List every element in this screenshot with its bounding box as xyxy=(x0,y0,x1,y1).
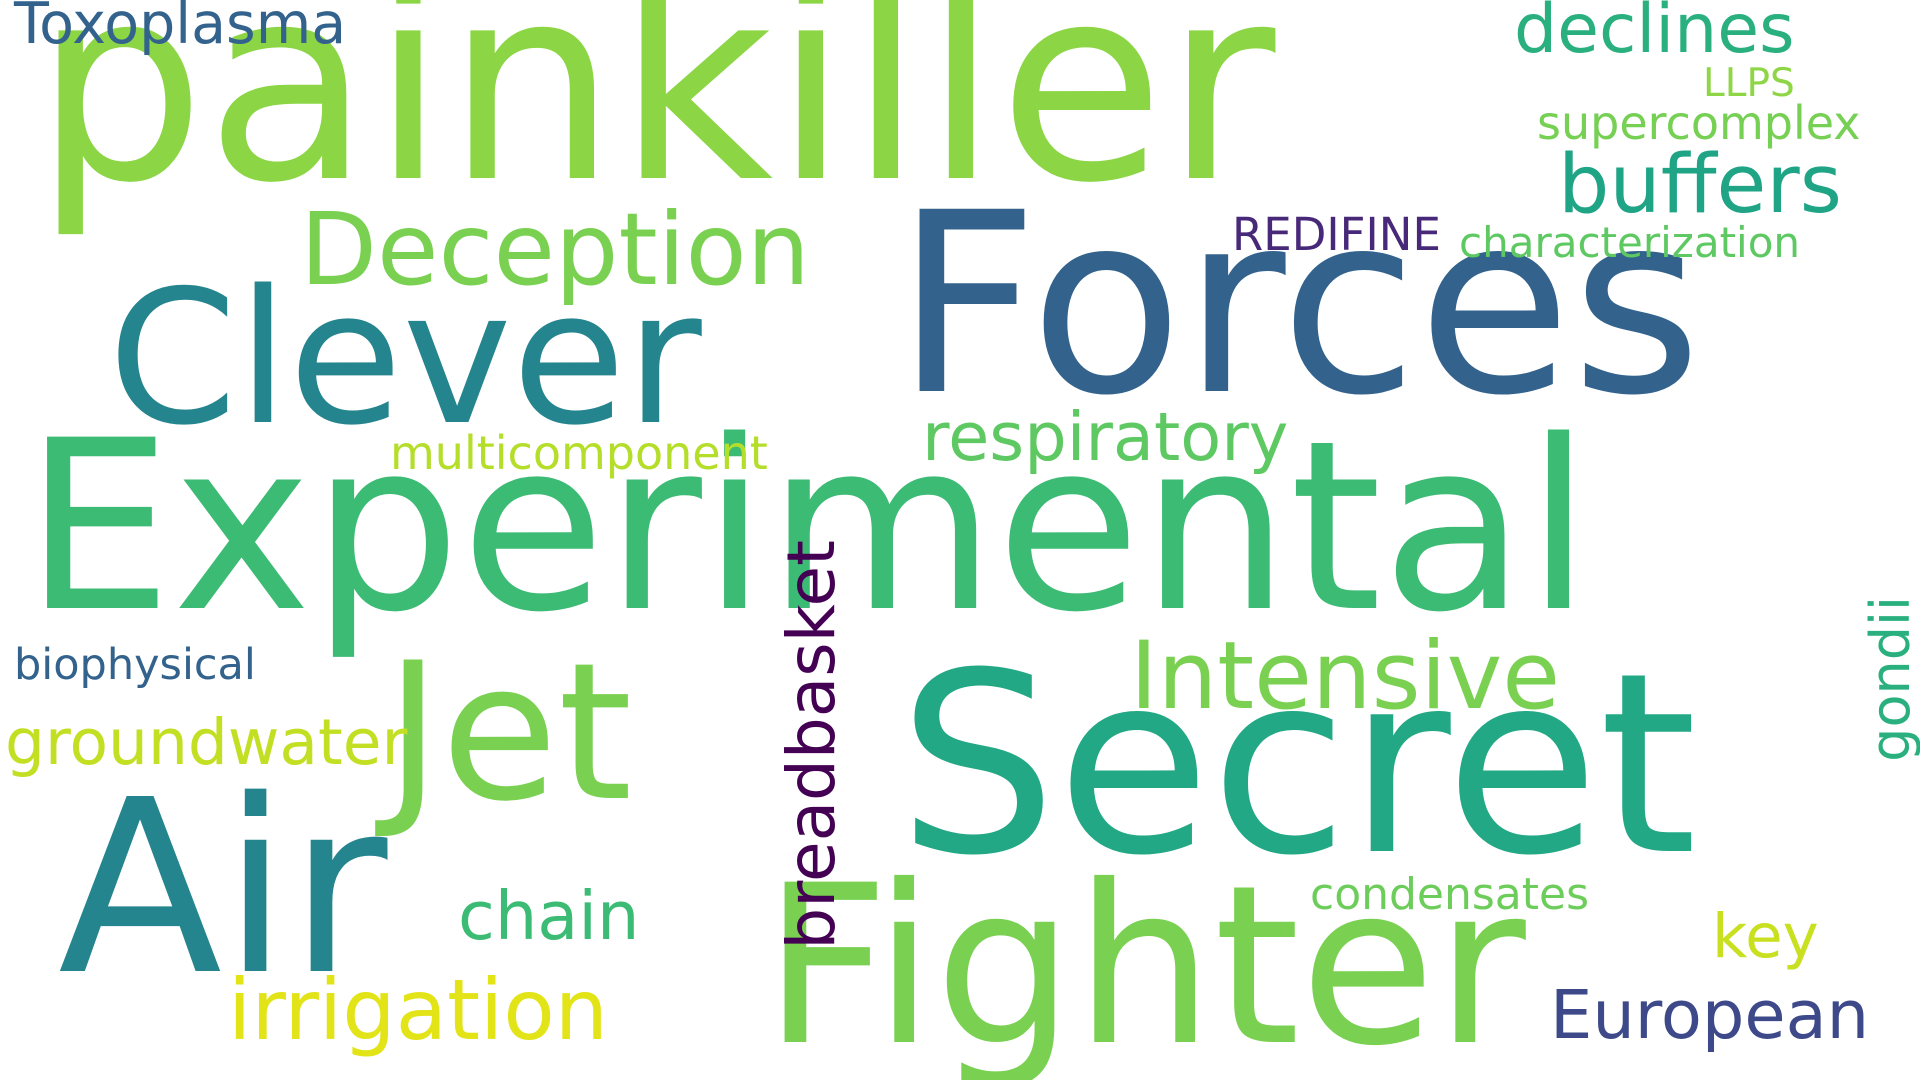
word-painkiller: painkiller xyxy=(34,0,1276,242)
word-biophysical: biophysical xyxy=(14,640,256,690)
word-experimental: Experimental xyxy=(24,391,1592,664)
word-irrigation: irrigation xyxy=(228,961,608,1059)
word-llps: LLPS xyxy=(1703,61,1795,106)
word-clever: Clever xyxy=(108,250,702,466)
word-characterization: characterization xyxy=(1459,218,1801,267)
word-chain: chain xyxy=(458,877,640,955)
word-multicomponent: multicomponent xyxy=(390,426,768,480)
word-declines: declines xyxy=(1514,0,1795,69)
word-redifine: REDIFINE xyxy=(1232,208,1441,261)
word-secret: Secret xyxy=(898,619,1698,910)
word-respiratory: respiratory xyxy=(922,398,1289,476)
word-air: Air xyxy=(58,748,388,1028)
word-condensates: condensates xyxy=(1310,869,1590,920)
word-european: European xyxy=(1550,976,1870,1054)
word-jet: Jet xyxy=(385,622,633,843)
word-forces: Forces xyxy=(895,159,1702,450)
word-deception: Deception xyxy=(300,191,811,308)
word-key: key xyxy=(1712,901,1819,972)
word-supercomplex: supercomplex xyxy=(1537,96,1861,150)
word-gondii: gondii xyxy=(1859,596,1920,762)
word-toxoplasma: Toxoplasma xyxy=(14,0,347,57)
word-groundwater: groundwater xyxy=(5,706,408,779)
word-breadbasket: breadbasket xyxy=(773,540,850,950)
word-buffers: buffers xyxy=(1558,138,1842,232)
word-fighter: Fighter xyxy=(763,838,1526,1080)
word-intensive: Intensive xyxy=(1130,622,1561,731)
